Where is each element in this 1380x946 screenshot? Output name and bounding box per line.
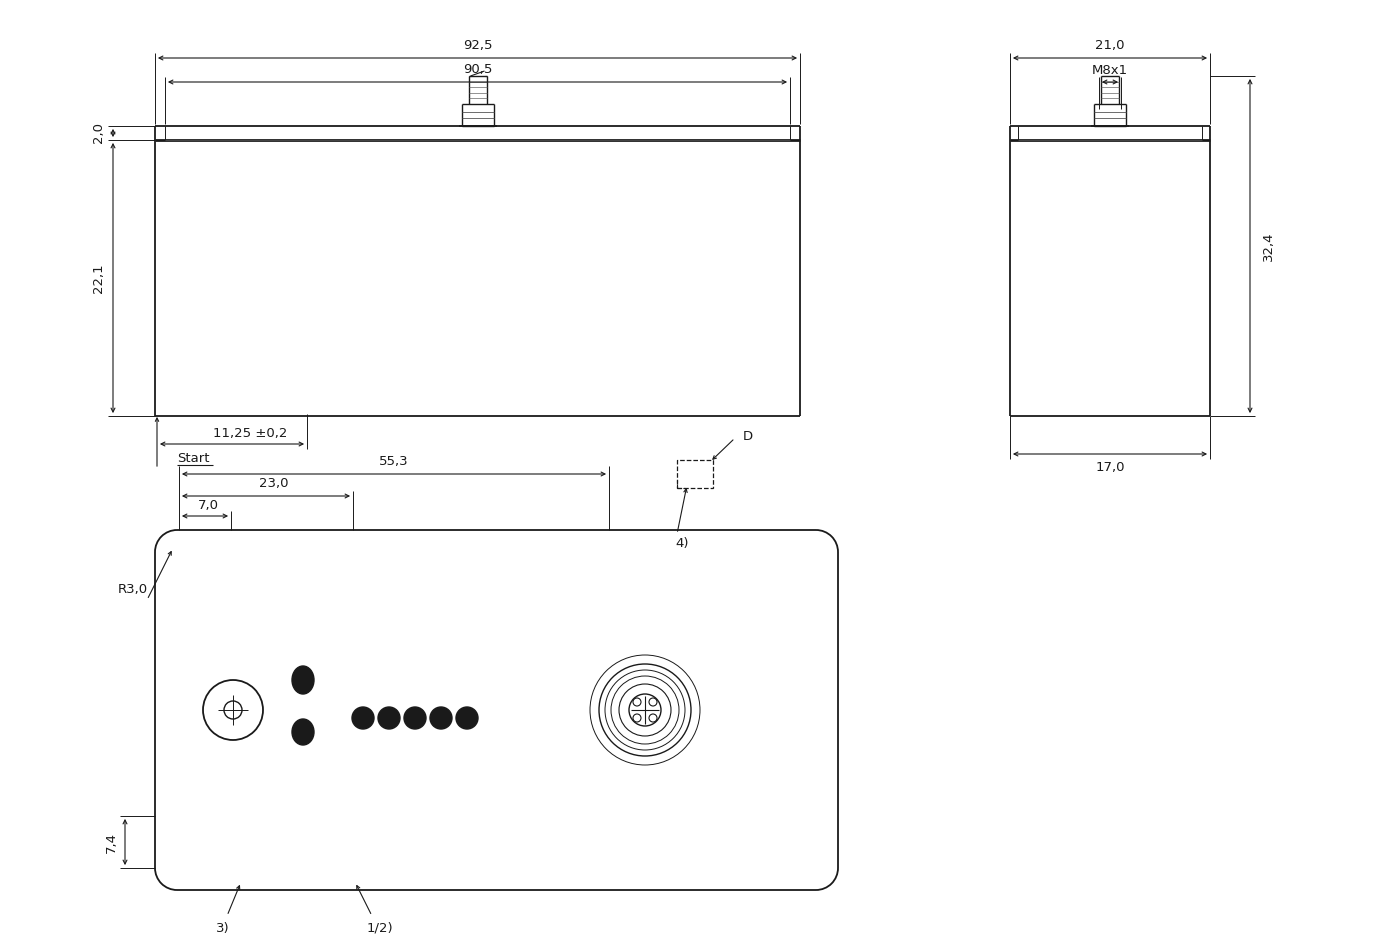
Circle shape (455, 707, 477, 729)
Text: D: D (742, 429, 753, 443)
Circle shape (431, 707, 453, 729)
Text: 21,0: 21,0 (1096, 40, 1125, 52)
Bar (678, 460, 713, 488)
Ellipse shape (293, 666, 315, 694)
Circle shape (404, 707, 426, 729)
Text: 7,4: 7,4 (105, 832, 117, 852)
Text: 2,0: 2,0 (91, 122, 105, 144)
Text: M8x1: M8x1 (1092, 64, 1127, 78)
Text: 1/2): 1/2) (367, 921, 393, 935)
Text: 17,0: 17,0 (1096, 461, 1125, 474)
Text: 23,0: 23,0 (259, 477, 288, 489)
Text: 92,5: 92,5 (462, 40, 493, 52)
Ellipse shape (293, 719, 315, 745)
Circle shape (378, 707, 400, 729)
Text: R3,0: R3,0 (117, 584, 148, 597)
Text: 90,5: 90,5 (462, 63, 493, 77)
Text: 11,25 ±0,2: 11,25 ±0,2 (213, 427, 287, 440)
Text: Start: Start (177, 451, 210, 464)
Circle shape (352, 707, 374, 729)
Text: 22,1: 22,1 (91, 263, 105, 293)
Text: 32,4: 32,4 (1261, 231, 1275, 261)
Text: 7,0: 7,0 (197, 499, 218, 512)
Text: 4): 4) (675, 537, 689, 551)
Text: 3): 3) (217, 921, 230, 935)
Text: 55,3: 55,3 (380, 454, 408, 467)
